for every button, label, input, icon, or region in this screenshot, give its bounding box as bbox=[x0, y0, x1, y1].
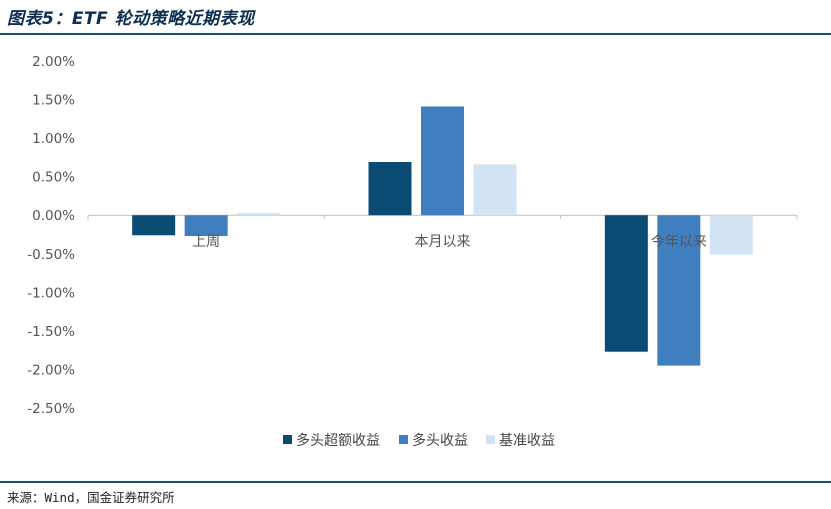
y-axis-ticks: 2.00% 1.50% 1.00% 0.50% 0.00% -0.50% -1.00% -1.… bbox=[27, 54, 75, 417]
legend-label: 多头收益 bbox=[412, 432, 468, 449]
bar-2-3 bbox=[657, 215, 701, 366]
y-tick-label: 2.00% bbox=[32, 54, 75, 70]
bar-1-2 bbox=[368, 162, 412, 216]
bars bbox=[132, 106, 753, 366]
bar-2-1 bbox=[184, 215, 228, 237]
category-label: 本月以来 bbox=[415, 234, 471, 250]
y-tick-label: -0.50% bbox=[27, 247, 75, 263]
bar-3-2 bbox=[473, 164, 517, 216]
legend-swatch bbox=[399, 435, 408, 444]
bar-3-1 bbox=[237, 212, 281, 216]
y-tick-label: 1.00% bbox=[32, 131, 75, 147]
y-tick-label: -2.00% bbox=[27, 362, 75, 378]
bar-3-3 bbox=[709, 215, 753, 255]
category-label: 上周 bbox=[192, 234, 220, 250]
category-separators bbox=[87, 215, 798, 220]
y-tick-label: 0.50% bbox=[32, 170, 75, 186]
chart-title: 图表5：ETF 轮动策略近期表现 bbox=[7, 9, 255, 29]
legend-swatch bbox=[283, 435, 292, 444]
y-tick-label: 0.00% bbox=[32, 208, 75, 224]
y-tick-label: 1.50% bbox=[32, 93, 75, 109]
source-note: 来源：Wind，国金证券研究所 bbox=[7, 490, 175, 505]
bar-1-1 bbox=[132, 215, 176, 236]
category-labels: 上周 本月以来 今年以来 bbox=[192, 234, 707, 250]
legend-swatch bbox=[486, 435, 495, 444]
category-label: 今年以来 bbox=[651, 234, 707, 250]
bottom-rule bbox=[0, 481, 831, 483]
bar-1-3 bbox=[604, 215, 648, 352]
top-rule bbox=[0, 33, 831, 35]
y-tick-label: -1.00% bbox=[27, 285, 75, 301]
bar-2-2 bbox=[421, 106, 464, 216]
bar-chart: 2.00% 1.50% 1.00% 0.50% 0.00% -0.50% -1.00% -1.… bbox=[27, 54, 798, 449]
legend-label: 基准收益 bbox=[499, 432, 555, 449]
y-tick-label: -2.50% bbox=[27, 401, 75, 417]
legend: 多头超额收益 多头收益 基准收益 bbox=[283, 432, 555, 449]
y-tick-label: -1.50% bbox=[27, 324, 75, 340]
legend-label: 多头超额收益 bbox=[296, 432, 380, 449]
